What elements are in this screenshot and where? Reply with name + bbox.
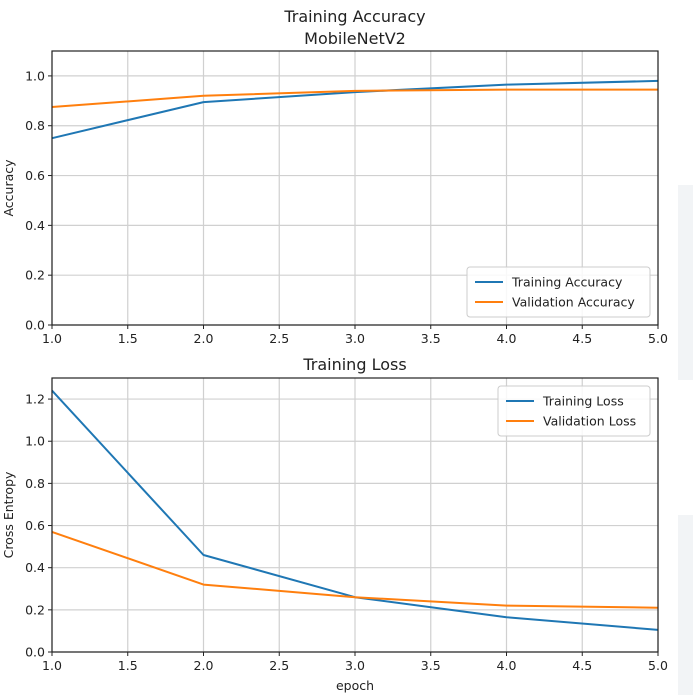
x-tick-label: 4.5: [572, 658, 592, 673]
y-axis-label: Accuracy: [1, 159, 16, 217]
y-tick-label: 1.2: [25, 392, 45, 407]
chart-title: Training Accuracy: [283, 7, 425, 26]
chart-panel-2: Training Loss 1.0 1.5 2.0 2.5 3.0 3.5 4.0 4.5 5.0…: [1, 355, 668, 693]
x-tick-label: 3.0: [345, 658, 365, 673]
x-tick-label: 1.0: [42, 658, 62, 673]
legend-label: Validation Accuracy: [512, 295, 635, 310]
x-tick-label: 5.0: [648, 331, 668, 346]
y-tick-label: 0.0: [25, 318, 45, 333]
legend-box: [466, 266, 651, 318]
y-tick-label: 0.0: [25, 645, 45, 660]
x-axis-label: epoch: [336, 678, 374, 693]
x-tick-label: 4.0: [497, 331, 517, 346]
y-tick-label: 1.0: [25, 68, 45, 83]
y-axis-label: Cross Entropy: [1, 471, 16, 558]
x-tick-label: 2.0: [194, 331, 214, 346]
x-tick-label: 3.5: [421, 331, 441, 346]
y-tick-label: 0.6: [25, 518, 45, 533]
right-edge-fragment: [678, 515, 693, 695]
x-tick-label: 4.0: [497, 658, 517, 673]
x-tick-label: 1.0: [42, 331, 62, 346]
legend-label: Training Accuracy: [511, 275, 623, 290]
series-line-training-accuracy: [51, 79, 659, 140]
x-tick-label: 1.5: [118, 658, 138, 673]
y-tick-label: 0.8: [25, 118, 45, 133]
chart-title: Training Loss: [302, 355, 406, 374]
x-tick-label: 2.0: [194, 658, 214, 673]
chart-panel-1: Training Accuracy MobileNetV2 1.0 1.5 2.0 2.5…: [1, 7, 668, 346]
legend: Training Accuracy Validation Accuracy: [466, 266, 651, 318]
x-tick-label: 3.0: [345, 331, 365, 346]
y-tick-label: 0.8: [25, 476, 45, 491]
y-tick-label: 0.4: [25, 560, 45, 575]
y-tick-label: 0.2: [25, 268, 45, 283]
series-line-validation-loss: [51, 530, 659, 609]
y-tick-label: 0.4: [25, 218, 45, 233]
x-tick-label: 2.5: [269, 658, 289, 673]
right-edge-fragment: [678, 185, 693, 380]
chart-title: MobileNetV2: [304, 29, 406, 48]
x-tick-label: 1.5: [118, 331, 138, 346]
x-tick-label: 2.5: [269, 331, 289, 346]
x-tick-label: 3.5: [421, 658, 441, 673]
legend-box: [497, 385, 651, 437]
legend: Training Loss Validation Loss: [497, 385, 651, 437]
series-line-validation-accuracy: [51, 88, 658, 108]
x-tick-label: 5.0: [648, 658, 668, 673]
legend-label: Training Loss: [542, 394, 624, 409]
y-tick-label: 0.6: [25, 168, 45, 183]
y-tick-label: 1.0: [25, 434, 45, 449]
x-tick-label: 4.5: [572, 331, 592, 346]
y-tick-label: 0.2: [25, 602, 45, 617]
legend-label: Validation Loss: [543, 414, 636, 429]
